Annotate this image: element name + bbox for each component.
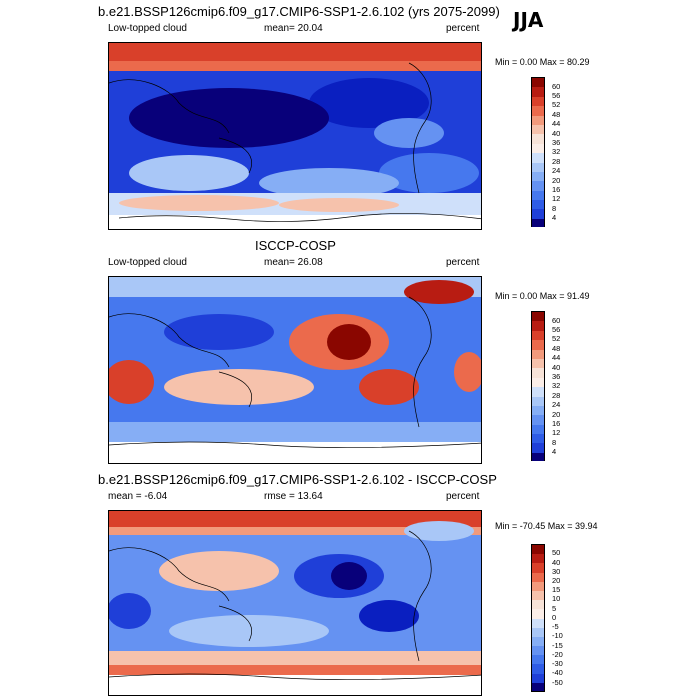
colorbar-tick: 28 xyxy=(552,391,561,400)
colorbar-tick: 20 xyxy=(552,410,561,419)
colorbar-tick: 32 xyxy=(552,147,561,156)
colorbar-tick: -40 xyxy=(552,668,563,677)
panel1-map xyxy=(108,42,482,230)
panel2-map xyxy=(108,276,482,464)
colorbar-tick: 4 xyxy=(552,447,557,456)
colorbar-tick: 44 xyxy=(552,353,561,362)
colorbar-tick: 50 xyxy=(552,548,561,557)
colorbar-tick: 40 xyxy=(552,363,561,372)
panel3-minmax: Min = -70.45 Max = 39.94 xyxy=(495,521,598,531)
panel2-title: ISCCP-COSP xyxy=(255,238,336,253)
colorbar-tick: 16 xyxy=(552,185,561,194)
colorbar-tick: 36 xyxy=(552,138,561,147)
colorbar-tick: 4 xyxy=(552,213,557,222)
colorbar-tick: 12 xyxy=(552,428,561,437)
colorbar-tick: 56 xyxy=(552,325,561,334)
colorbar-tick: -5 xyxy=(552,622,559,631)
colorbar-tick: 30 xyxy=(552,567,561,576)
colorbar-tick: 24 xyxy=(552,166,561,175)
panel3-units: percent xyxy=(446,491,480,502)
colorbar-tick: 20 xyxy=(552,176,561,185)
colorbar-tick: -50 xyxy=(552,678,563,687)
panel1-mean: mean= 20.04 xyxy=(264,23,323,34)
colorbar-tick: 48 xyxy=(552,344,561,353)
colorbar-tick: 44 xyxy=(552,119,561,128)
colorbar-tick: 24 xyxy=(552,400,561,409)
panel1-field xyxy=(109,43,481,229)
panel1-colorbar xyxy=(531,77,545,227)
colorbar-tick: -10 xyxy=(552,631,563,640)
colorbar-tick: 40 xyxy=(552,558,561,567)
panel3-mean: mean = -6.04 xyxy=(108,491,168,502)
panel2-left-label: Low-topped cloud xyxy=(108,257,187,268)
colorbar-tick: 0 xyxy=(552,613,557,622)
colorbar-tick: 15 xyxy=(552,585,561,594)
colorbar-tick: 60 xyxy=(552,316,561,325)
colorbar-tick: -30 xyxy=(552,659,563,668)
season-label: JJA xyxy=(513,8,544,32)
panel3-map xyxy=(108,510,482,696)
panel1-minmax: Min = 0.00 Max = 80.29 xyxy=(495,57,590,67)
colorbar-tick: 20 xyxy=(552,576,561,585)
panel1-units: percent xyxy=(446,23,480,34)
colorbar-tick: 12 xyxy=(552,194,561,203)
colorbar-tick: 56 xyxy=(552,91,561,100)
panel2-field xyxy=(109,277,481,463)
colorbar-tick: 8 xyxy=(552,438,557,447)
panel2-minmax: Min = 0.00 Max = 91.49 xyxy=(495,291,590,301)
colorbar-tick: 52 xyxy=(552,334,561,343)
colorbar-tick: 36 xyxy=(552,372,561,381)
panel1-title: b.e21.BSSP126cmip6.f09_g17.CMIP6-SSP1-2.… xyxy=(98,4,500,19)
colorbar-tick: 28 xyxy=(552,157,561,166)
colorbar-tick: -20 xyxy=(552,650,563,659)
colorbar-tick: 16 xyxy=(552,419,561,428)
colorbar-tick: -15 xyxy=(552,641,563,650)
panel3-colorbar xyxy=(531,544,545,692)
colorbar-tick: 8 xyxy=(552,204,557,213)
panel2-mean: mean= 26.08 xyxy=(264,257,323,268)
panel1-left-label: Low-topped cloud xyxy=(108,23,187,34)
colorbar-tick: 32 xyxy=(552,381,561,390)
panel2-colorbar xyxy=(531,311,545,461)
colorbar-tick: 10 xyxy=(552,594,561,603)
colorbar-tick: 60 xyxy=(552,82,561,91)
panel2-units: percent xyxy=(446,257,480,268)
colorbar-tick: 48 xyxy=(552,110,561,119)
colorbar-tick: 5 xyxy=(552,604,557,613)
colorbar-tick: 52 xyxy=(552,100,561,109)
panel3-title: b.e21.BSSP126cmip6.f09_g17.CMIP6-SSP1-2.… xyxy=(98,472,497,487)
panel3-field xyxy=(109,511,481,695)
colorbar-tick: 40 xyxy=(552,129,561,138)
panel3-rmse: rmse = 13.64 xyxy=(264,491,323,502)
